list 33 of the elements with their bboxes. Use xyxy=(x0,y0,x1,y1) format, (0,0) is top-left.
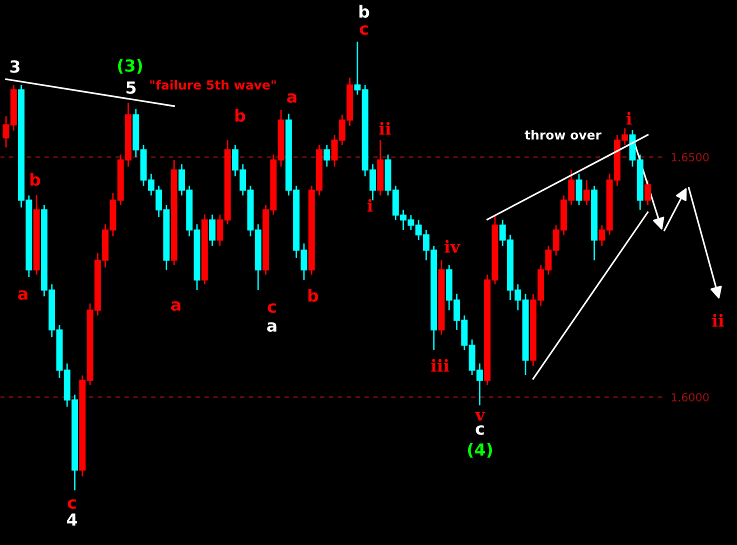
annotation: c xyxy=(268,303,276,313)
annotation: b xyxy=(235,108,246,122)
text: ii xyxy=(712,314,724,327)
annotation: (4) xyxy=(468,442,492,458)
annotation: b xyxy=(359,4,370,18)
annotation: c xyxy=(476,425,484,435)
annotation: iii xyxy=(431,358,450,372)
candlestick xyxy=(576,173,582,206)
annotation: (3) xyxy=(118,58,142,74)
annotation: a xyxy=(287,93,296,103)
annotation: a xyxy=(18,290,28,300)
annotation: "failure 5th wave" xyxy=(150,80,276,90)
candlestick xyxy=(209,214,216,247)
candlestick xyxy=(324,144,330,168)
annotation: v xyxy=(474,412,486,421)
annotation: b xyxy=(30,172,40,186)
annotation: 3 xyxy=(10,60,20,73)
annotation: a xyxy=(267,322,276,332)
annotation: ii xyxy=(379,122,391,135)
annotation: c xyxy=(68,499,76,509)
annotation: c xyxy=(360,25,368,35)
annotation: a xyxy=(171,301,180,311)
y-tick-label: 1.6000 xyxy=(672,393,709,402)
candlestick xyxy=(583,179,590,206)
annotation: 5 xyxy=(126,81,136,94)
annotation: throw over xyxy=(524,130,602,140)
annotation: iv xyxy=(444,240,460,253)
candlestick xyxy=(644,179,651,206)
annotation: i xyxy=(367,198,373,212)
y-tick-label: 1.6500 xyxy=(672,152,709,162)
annotation: i xyxy=(626,112,632,125)
annotation: 4 xyxy=(66,513,78,526)
annotation: b xyxy=(308,288,318,302)
